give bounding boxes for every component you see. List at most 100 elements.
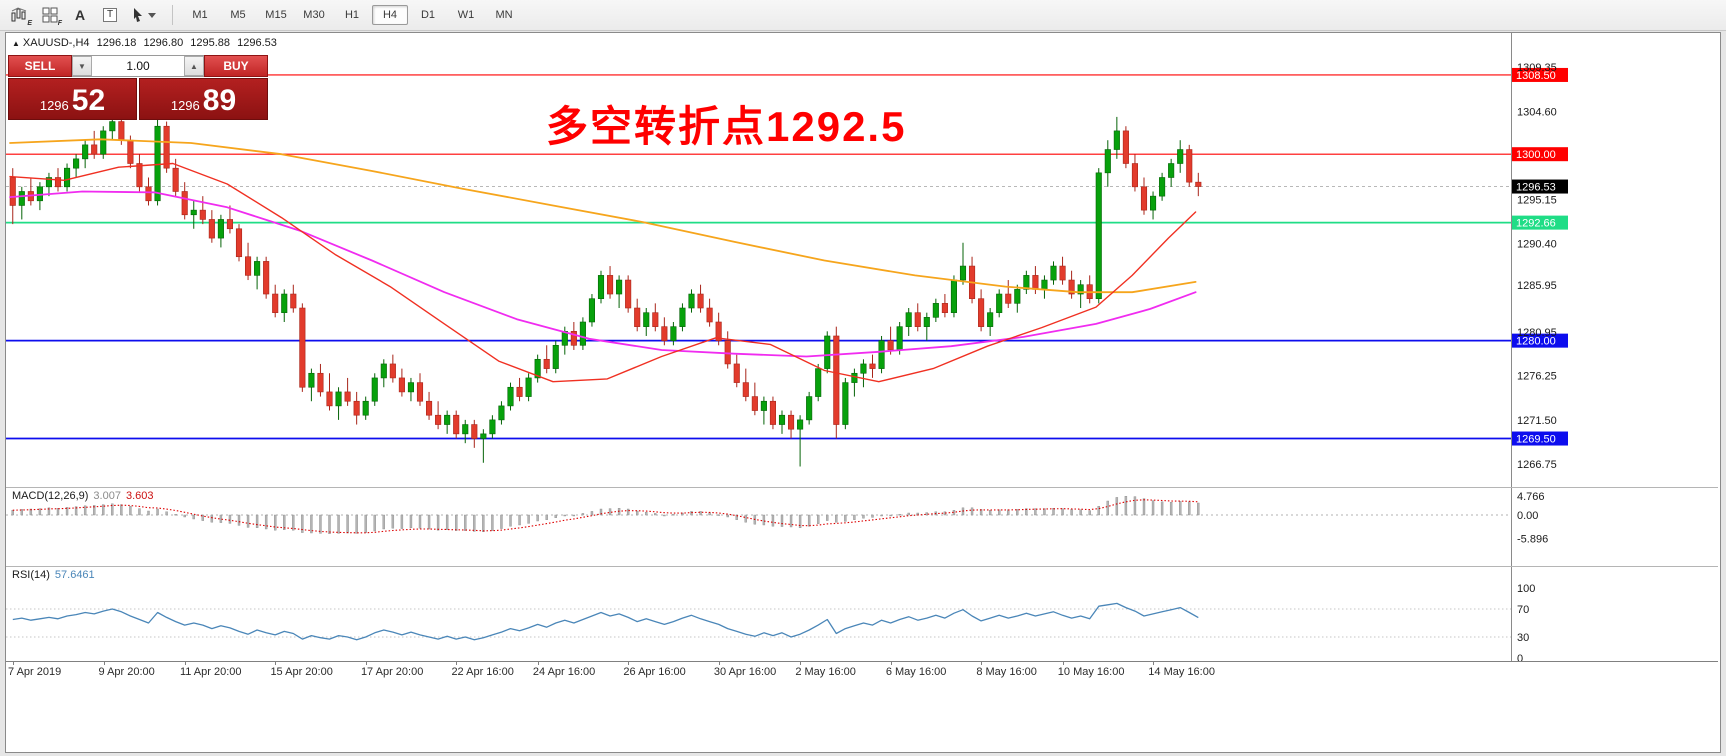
ask-price-button[interactable]: 1296 89 xyxy=(139,78,268,120)
text-box-tool-icon[interactable]: T xyxy=(96,3,124,27)
time-axis-label: 10 May 16:00 xyxy=(1057,666,1125,678)
ohlc-open: 1296.18 xyxy=(96,37,137,49)
svg-text:1308.50: 1308.50 xyxy=(1516,70,1556,82)
svg-text:1285.95: 1285.95 xyxy=(1517,280,1557,292)
time-axis-tick xyxy=(13,661,14,665)
time-axis-tick xyxy=(718,661,720,665)
text-box-glyph: T xyxy=(102,8,118,22)
level-price-tag xyxy=(1512,431,1568,446)
toolbar-separator xyxy=(172,5,173,25)
time-axis-label: 11 Apr 20:00 xyxy=(179,666,242,678)
svg-text:1292.66: 1292.66 xyxy=(1516,218,1556,230)
macd-panel[interactable]: 4.766 0.00 -5.896 xyxy=(6,488,1718,566)
time-axis-tick xyxy=(365,661,367,665)
timeframe-button-m5[interactable]: M5 xyxy=(230,9,246,21)
icon-sub-label: F xyxy=(57,20,62,27)
timeframe-button-d1[interactable]: D1 xyxy=(420,9,436,21)
icon-sub-label: E xyxy=(27,20,32,27)
chart-annotation-text: 多空转折点1292.5 xyxy=(546,103,907,150)
sell-button[interactable]: SELL xyxy=(8,55,72,77)
volume-decrease-button[interactable]: ▼ xyxy=(72,56,92,76)
cursor-glyph xyxy=(134,8,156,22)
one-click-trading-widget: SELL ▼ 1.00 ▲ BUY 1296 52 1296 89 xyxy=(8,55,268,120)
volume-value[interactable]: 1.00 xyxy=(126,59,150,73)
indicators-chart-icon[interactable]: E xyxy=(6,3,34,27)
bid-price-main: 1296 xyxy=(39,98,69,113)
time-axis-label: 30 Apr 16:00 xyxy=(713,666,777,678)
time-axis-label: 2 May 16:00 xyxy=(795,666,856,678)
svg-text:1304.60: 1304.60 xyxy=(1517,106,1557,118)
svg-text:30: 30 xyxy=(1517,632,1529,644)
svg-text:1309.35: 1309.35 xyxy=(1517,62,1557,74)
time-axis-label: 8 May 16:00 xyxy=(976,666,1037,678)
buy-button[interactable]: BUY xyxy=(204,55,268,77)
timeframe-button-m15[interactable]: M15 xyxy=(265,9,287,21)
chart-ohlc-header: ▲ XAUUSD-,H4 1296.18 1296.80 1295.88 1296… xyxy=(12,37,281,49)
price-chart-panel[interactable]: 1308.50 1300.00 1292.66 1280.00 1269.50 1309.… xyxy=(6,33,1718,487)
macd-value: 3.007 xyxy=(93,490,121,502)
macd-header: MACD(12,26,9) 3.007 3.603 xyxy=(12,490,153,502)
rsi-panel[interactable]: 100 70 30 0 xyxy=(6,567,1718,661)
chart-workspace: 1308.50 1300.00 1292.66 1280.00 1269.50 1309.… xyxy=(5,32,1721,753)
time-axis-tick xyxy=(800,661,802,665)
svg-text:1295.15: 1295.15 xyxy=(1517,194,1557,206)
ohlc-high: 1296.80 xyxy=(143,37,184,49)
panel-separator[interactable] xyxy=(6,487,1718,488)
ma-orange[interactable] xyxy=(9,138,1197,294)
timeframe-button-mn[interactable]: MN xyxy=(495,9,513,21)
ohlc-low: 1295.88 xyxy=(190,37,231,49)
svg-text:-5.896: -5.896 xyxy=(1517,534,1548,546)
level-price-tag xyxy=(1512,147,1568,162)
timeframe-button-h4[interactable]: H4 xyxy=(372,5,408,25)
time-axis-label: 26 Apr 16:00 xyxy=(623,666,686,678)
panel-separator[interactable] xyxy=(6,566,1718,567)
time-axis-tick xyxy=(628,661,630,665)
level-price-tag xyxy=(1512,333,1568,348)
line-tools-dropdown-icon[interactable] xyxy=(126,3,162,27)
macd-signal-line xyxy=(12,499,1199,534)
ask-price-fraction: 89 xyxy=(202,84,237,117)
time-axis-tick xyxy=(184,661,186,665)
svg-text:0.00: 0.00 xyxy=(1517,510,1538,522)
svg-text:1271.50: 1271.50 xyxy=(1517,415,1557,427)
time-axis-tick xyxy=(890,661,892,665)
ask-price-main: 1296 xyxy=(170,98,200,113)
volume-increase-button[interactable]: ▲ xyxy=(184,56,204,76)
time-axis[interactable]: 7 Apr 2019 9 Apr 20:00 11 Apr 20:00 15 Apr … xyxy=(6,661,1718,685)
indicators-chart-glyph xyxy=(11,7,27,22)
time-axis-line xyxy=(6,661,1718,662)
time-axis-label: 17 Apr 20:00 xyxy=(360,666,424,678)
tile-windows-icon[interactable]: F xyxy=(36,3,64,27)
time-axis-tick xyxy=(103,661,105,665)
svg-text:1290.40: 1290.40 xyxy=(1517,239,1557,251)
toolbar: E F A T M1 M5 M15 M30 H1 H4 D1 W1 MN xyxy=(0,0,1726,31)
ma-magenta[interactable] xyxy=(9,190,1197,358)
text-label-glyph: A xyxy=(74,7,86,23)
time-axis-label: 6 May 16:00 xyxy=(885,666,947,678)
rsi-label: RSI(14) xyxy=(12,569,50,581)
svg-text:1266.75: 1266.75 xyxy=(1517,459,1557,471)
level-price-tag xyxy=(1512,67,1568,82)
time-axis-tick xyxy=(275,661,277,665)
svg-text:1269.50: 1269.50 xyxy=(1516,434,1556,446)
svg-text:1276.25: 1276.25 xyxy=(1517,371,1557,383)
symbol-label: XAUUSD-,H4 xyxy=(22,37,90,49)
bid-price-button[interactable]: 1296 52 xyxy=(8,78,137,120)
svg-text:70: 70 xyxy=(1517,604,1529,616)
timeframe-button-m1[interactable]: M1 xyxy=(192,9,208,21)
time-axis-label: 15 Apr 20:00 xyxy=(270,666,333,678)
macd-signal-value: 3.603 xyxy=(125,490,154,502)
rsi-value: 57.6461 xyxy=(54,569,95,581)
svg-text:1296.53: 1296.53 xyxy=(1516,182,1556,194)
text-label-tool-icon[interactable]: A xyxy=(66,3,94,27)
bid-price-fraction: 52 xyxy=(71,84,106,117)
timeframe-button-w1[interactable]: W1 xyxy=(457,9,475,21)
timeframe-button-h1[interactable]: H1 xyxy=(344,9,360,21)
timeframe-button-m30[interactable]: M30 xyxy=(303,9,325,21)
ohlc-close: 1296.53 xyxy=(237,37,277,49)
time-axis-label: 7 Apr 2019 xyxy=(8,666,62,678)
ma-red[interactable] xyxy=(9,162,1197,383)
svg-text:100: 100 xyxy=(1517,583,1535,595)
rsi-line xyxy=(12,602,1199,641)
time-axis-tick xyxy=(1153,661,1155,665)
